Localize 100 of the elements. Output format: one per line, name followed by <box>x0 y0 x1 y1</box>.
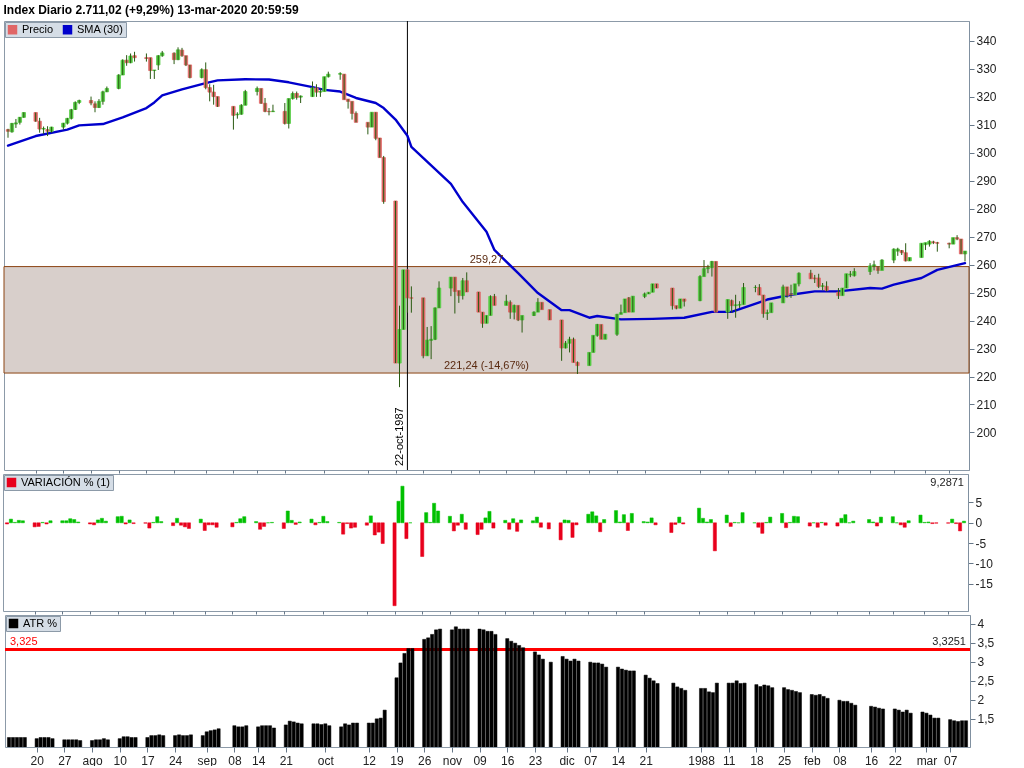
y-tick-label: 3,5 <box>977 636 995 651</box>
bar <box>198 518 203 524</box>
candlestick <box>630 295 635 313</box>
y-tick-label: 250 <box>976 286 997 301</box>
bar <box>807 522 812 527</box>
bar <box>36 522 41 527</box>
bar <box>784 522 788 528</box>
bar <box>9 518 13 524</box>
y-tick-label: 260 <box>976 258 997 273</box>
bar <box>60 520 65 524</box>
bar <box>147 522 152 529</box>
bar <box>380 522 385 544</box>
bar <box>349 522 353 529</box>
bar <box>96 519 100 524</box>
bar <box>64 520 69 524</box>
x-tick-label: 26 <box>418 753 432 768</box>
bar <box>629 513 634 524</box>
y-tick-label: -15 <box>975 577 994 592</box>
x-tick-label: 23 <box>528 753 543 768</box>
candlestick <box>547 309 552 321</box>
bar <box>487 511 492 524</box>
x-tick-label: nov <box>442 753 463 768</box>
y-tick-label: 4 <box>977 617 985 632</box>
bar <box>187 522 191 529</box>
bar <box>768 516 773 524</box>
y-tick-label: -5 <box>975 536 987 551</box>
bar <box>179 522 183 526</box>
candlestick <box>559 319 564 362</box>
x-tick-label: 19 <box>390 753 405 768</box>
candlestick <box>741 282 746 306</box>
x-tick-label: 17 <box>141 753 155 768</box>
candlestick <box>919 242 924 259</box>
x-tick-label: 1988 <box>688 753 716 768</box>
x-tick-label: 24 <box>168 753 183 768</box>
bar <box>262 522 266 527</box>
bar <box>321 516 326 524</box>
x-tick-label: 22 <box>888 753 903 768</box>
bar <box>92 522 96 526</box>
y-tick-label: 280 <box>976 202 997 217</box>
candlestick <box>45 125 50 137</box>
candlestick <box>156 54 161 71</box>
y-tick-label: 310 <box>976 118 997 133</box>
bar <box>309 518 314 524</box>
bar <box>459 514 464 524</box>
x-tick-label: 16 <box>501 753 515 768</box>
x-tick-label: 12 <box>362 753 377 768</box>
bar <box>590 511 595 524</box>
bar <box>32 522 37 528</box>
bar <box>230 522 235 528</box>
x-tick-label: 21 <box>639 753 654 768</box>
x-tick-label: dic <box>559 753 575 768</box>
bar <box>535 516 539 524</box>
x-tick-label: 18 <box>750 753 764 768</box>
bar <box>815 522 820 528</box>
chart-title: Index Diario 2.711,02 (+9,29%) 13-mar-2020 20:59:59 <box>3 2 299 17</box>
bar <box>127 519 132 524</box>
bar <box>285 510 290 524</box>
y-tick-label: 330 <box>976 62 997 77</box>
bar <box>115 516 120 524</box>
y-tick-label: 2 <box>977 693 985 708</box>
x-tick-label: 08 <box>833 753 847 768</box>
y-tick-label: 320 <box>976 90 997 105</box>
bar <box>511 518 516 524</box>
bar <box>48 520 53 524</box>
candlestick <box>682 298 687 308</box>
candlestick <box>650 283 655 293</box>
y-tick-label: 220 <box>976 370 997 384</box>
candlestick <box>951 237 956 245</box>
ref-line-label: 22-oct-1987 <box>393 407 406 466</box>
y-tick-label: 230 <box>976 342 997 357</box>
bar <box>879 516 883 524</box>
bar <box>570 522 575 538</box>
bar <box>918 514 923 524</box>
bar <box>210 522 215 526</box>
candlestick <box>322 76 327 93</box>
annotation: 221,24 (-14,67%) <box>444 359 529 372</box>
y-tick-label: 1,5 <box>977 712 995 727</box>
candlestick <box>891 247 896 264</box>
bar <box>515 522 519 532</box>
bar <box>558 522 563 541</box>
candlestick <box>231 105 236 131</box>
bar <box>823 522 828 526</box>
bar <box>709 519 713 524</box>
candlestick <box>903 242 908 262</box>
bar <box>546 522 551 530</box>
candlestick <box>61 122 66 131</box>
bar <box>728 522 733 527</box>
candlestick <box>824 280 829 292</box>
x-tick-label: 10 <box>113 753 128 768</box>
bar <box>669 522 674 533</box>
bar <box>258 522 262 530</box>
bar <box>171 522 175 526</box>
bar <box>649 517 654 524</box>
bar <box>432 503 436 524</box>
y-tick-label: 3 <box>977 655 985 670</box>
bar <box>598 522 603 532</box>
y-tick-label: 300 <box>976 146 997 161</box>
x-tick-label: 27 <box>58 753 72 768</box>
x-tick-label: feb <box>803 753 821 768</box>
bar <box>890 516 895 524</box>
